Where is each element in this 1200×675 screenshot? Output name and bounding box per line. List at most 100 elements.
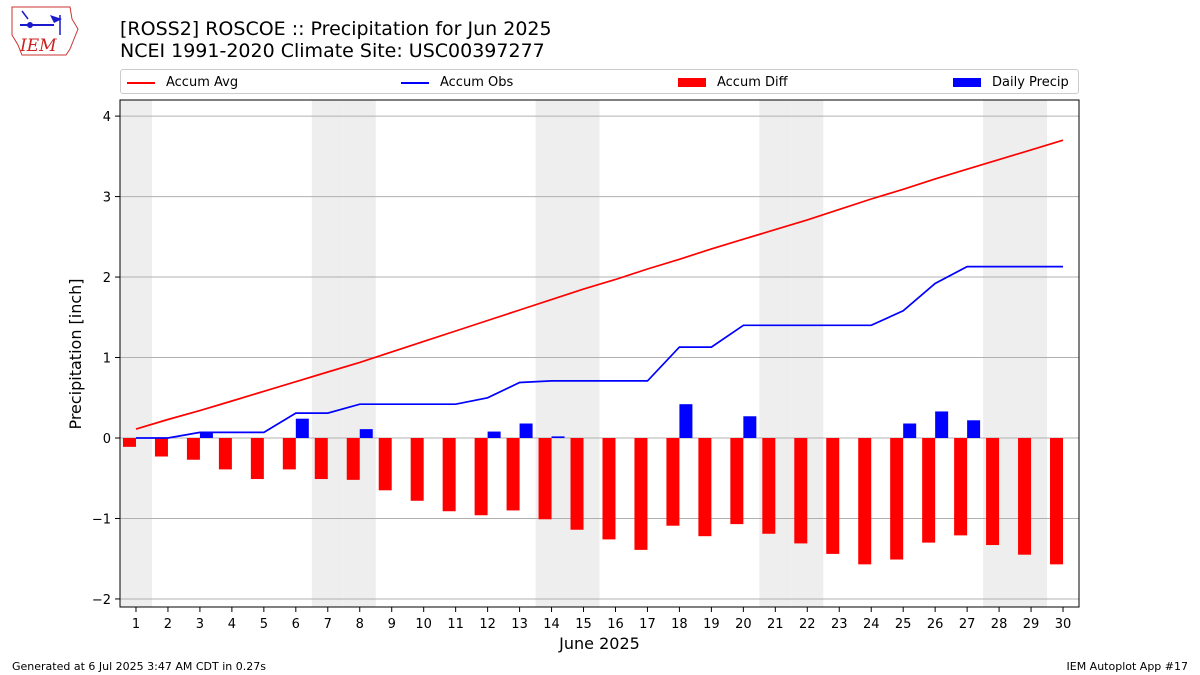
daily-precip-bar <box>743 416 757 438</box>
accum-diff-bar <box>346 438 360 480</box>
weekend-band-7 <box>311 100 344 607</box>
accum-diff-bar <box>890 438 904 560</box>
legend-label-daily-precip: Daily Precip <box>992 75 1069 90</box>
x-tick-label: 14 <box>543 617 560 632</box>
x-tick-label: 22 <box>799 617 816 632</box>
y-tick-label: 0 <box>103 432 111 447</box>
x-tick-label: 26 <box>927 617 944 632</box>
legend-label-accum-avg: Accum Avg <box>166 75 239 90</box>
accum-diff-bar <box>666 438 680 526</box>
accum-diff-bar <box>250 438 264 480</box>
x-tick-label: 21 <box>767 617 784 632</box>
daily-precip-bar <box>487 431 501 438</box>
accum-diff-bar <box>954 438 968 536</box>
x-tick-label: 16 <box>607 617 624 632</box>
weekend-band-1 <box>120 100 152 607</box>
accum-diff-bar <box>378 438 392 491</box>
legend-item-daily-precip: Daily Precip <box>953 70 1069 95</box>
x-tick-label: 18 <box>671 617 688 632</box>
accum-diff-bar <box>314 438 328 480</box>
x-tick-label: 6 <box>292 617 300 632</box>
y-tick-label: −1 <box>92 512 111 527</box>
accum-diff-bar <box>538 438 552 520</box>
legend-item-accum-diff: Accum Diff <box>678 70 788 95</box>
accum-diff-bar <box>794 438 808 544</box>
accum-avg-line <box>135 139 1064 430</box>
y-axis: −2 −1 0 1 2 3 4 <box>92 110 120 608</box>
accum-diff-bar <box>986 438 1000 546</box>
x-tick-label: 30 <box>1055 617 1072 632</box>
plot-frame <box>119 99 1080 608</box>
accum-diff-bar <box>570 438 584 530</box>
x-tick-label: 9 <box>388 617 396 632</box>
x-tick-label: 25 <box>895 617 912 632</box>
accum-obs-line <box>136 265 1063 439</box>
accum-diff-bar <box>858 438 872 565</box>
x-tick-label: 1 <box>132 617 140 632</box>
x-tick-label: 7 <box>324 617 332 632</box>
accum-diff-bar <box>410 438 424 501</box>
y-tick-label: 2 <box>103 271 111 286</box>
x-tick-label: 3 <box>196 617 204 632</box>
grid-lines <box>120 115 1079 600</box>
accum-diff-bar <box>762 438 776 534</box>
x-tick-label: 29 <box>1023 617 1040 632</box>
weekend-bands <box>120 100 1048 607</box>
legend: Accum Avg Accum Obs Accum Diff Daily Pre… <box>120 69 1079 94</box>
legend-swatch-accum-diff <box>678 78 706 87</box>
weekend-band-14 <box>535 100 568 607</box>
x-tick-label: 15 <box>575 617 592 632</box>
accum-diff-bar <box>698 438 712 537</box>
accum-diff-bar <box>922 438 936 543</box>
accum-diff-bar <box>474 438 488 516</box>
x-tick-label: 24 <box>863 617 880 632</box>
daily-precip-bar <box>551 436 565 438</box>
footer-generated: Generated at 6 Jul 2025 3:47 AM CDT in 0… <box>12 660 266 673</box>
accum-diff-bar <box>282 438 296 470</box>
y-tick-label: 3 <box>103 191 111 206</box>
x-tick-label: 27 <box>959 617 976 632</box>
accum-diff-bar <box>122 438 136 447</box>
daily-precip-bar <box>295 418 309 438</box>
daily-precip-bar <box>199 432 213 438</box>
daily-precip-bar <box>903 423 917 438</box>
accum-diff-bar <box>1018 438 1032 555</box>
daily-precip-bars <box>199 404 981 438</box>
x-tick-label: 23 <box>831 617 848 632</box>
y-axis-label: Precipitation [inch] <box>66 278 85 429</box>
y-tick-label: 4 <box>103 110 111 125</box>
accum-diff-bars <box>122 438 1064 565</box>
accum-diff-bar <box>634 438 648 550</box>
x-tick-label: 2 <box>164 617 172 632</box>
x-axis-label: June 2025 <box>558 634 640 653</box>
chart-subtitle: NCEI 1991-2020 Climate Site: USC00397277 <box>120 40 545 62</box>
legend-label-accum-obs: Accum Obs <box>440 75 514 90</box>
chart-title: [ROSS2] ROSCOE :: Precipitation for Jun … <box>120 18 552 40</box>
x-tick-label: 13 <box>511 617 528 632</box>
accum-diff-bar <box>506 438 520 511</box>
y-tick-label: −2 <box>92 593 111 608</box>
x-tick-label: 11 <box>447 617 464 632</box>
x-tick-label: 5 <box>260 617 268 632</box>
accum-diff-bar <box>218 438 232 470</box>
weekend-band-15 <box>567 100 600 607</box>
accum-diff-bar <box>1050 438 1064 565</box>
x-axis: 1 2 3 4 5 6 7 8 9 10 11 12 13 14 15 16 17 18 19 20 21 22 23 24 2… <box>132 607 1071 632</box>
x-tick-label: 4 <box>228 617 236 632</box>
legend-item-accum-obs: Accum Obs <box>401 70 513 95</box>
legend-label-accum-diff: Accum Diff <box>717 75 788 90</box>
footer-app: IEM Autoplot App #17 <box>1066 660 1189 673</box>
weekend-band-8 <box>343 100 376 607</box>
legend-swatch-accum-avg <box>127 81 155 84</box>
accum-diff-bar <box>154 438 168 457</box>
iem-logo: IEM <box>8 5 80 63</box>
x-tick-label: 10 <box>415 617 432 632</box>
daily-precip-bar <box>519 423 533 438</box>
accum-diff-bar <box>602 438 616 540</box>
logo-text: IEM <box>19 36 57 56</box>
daily-precip-bar <box>935 411 949 438</box>
accum-diff-bar <box>442 438 456 512</box>
accum-diff-bar <box>730 438 744 525</box>
x-tick-label: 12 <box>479 617 496 632</box>
